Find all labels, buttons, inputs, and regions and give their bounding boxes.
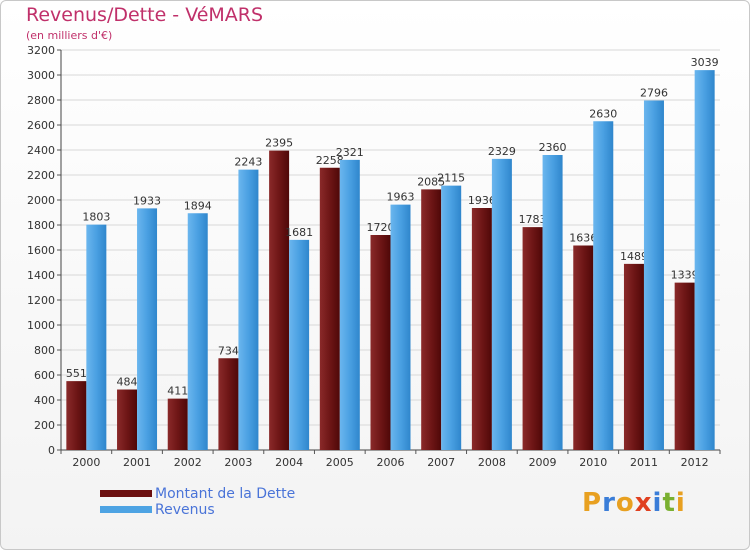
y-tick-label: 400 xyxy=(34,394,55,407)
data-label-revenue: 3039 xyxy=(691,56,719,69)
bar-revenue xyxy=(491,158,512,450)
bar-revenue xyxy=(643,100,664,450)
bar-debt xyxy=(117,389,138,450)
x-tick-label: 2009 xyxy=(529,456,557,469)
bar-revenue xyxy=(694,70,715,450)
bar-revenue xyxy=(238,169,259,450)
data-label-debt: 2258 xyxy=(316,154,344,167)
data-label-debt: 1936 xyxy=(468,194,496,207)
chart-title: Revenus/Dette - VéMARS xyxy=(26,4,264,26)
data-label-debt: 1783 xyxy=(519,213,547,226)
y-tick-label: 2200 xyxy=(27,169,55,182)
data-label-revenue: 2796 xyxy=(640,87,668,100)
data-label-debt: 551 xyxy=(66,367,87,380)
data-label-debt: 2085 xyxy=(417,175,445,188)
x-tick-label: 2007 xyxy=(427,456,455,469)
x-tick-label: 2001 xyxy=(123,456,151,469)
legend-label-revenue: Revenus xyxy=(155,502,215,518)
y-tick-label: 2600 xyxy=(27,119,55,132)
bar-debt xyxy=(370,235,391,450)
bar-debt xyxy=(421,189,442,450)
bar-revenue xyxy=(86,224,107,450)
logo-letter: P xyxy=(582,488,603,518)
y-tick-label: 200 xyxy=(34,419,55,432)
x-tick-label: 2000 xyxy=(72,456,100,469)
bar-debt xyxy=(167,398,188,450)
x-tick-label: 2005 xyxy=(326,456,354,469)
x-tick-label: 2008 xyxy=(478,456,506,469)
data-label-revenue: 2630 xyxy=(589,107,617,120)
data-label-revenue: 1894 xyxy=(184,199,212,212)
x-tick-label: 2003 xyxy=(224,456,252,469)
chart-subtitle: (en milliers d'€) xyxy=(26,29,113,42)
y-tick-label: 600 xyxy=(34,369,55,382)
logo-letter: r xyxy=(602,488,616,518)
x-tick-label: 2012 xyxy=(681,456,709,469)
logo-letter: i xyxy=(675,488,686,518)
logo-letter: o xyxy=(615,488,635,518)
data-label-debt: 2395 xyxy=(265,137,293,150)
data-label-revenue: 1933 xyxy=(133,194,161,207)
proxiti-logo: Proxiti xyxy=(582,488,686,518)
bar-debt xyxy=(218,358,239,450)
legend-label-debt: Montant de la Dette xyxy=(155,486,296,502)
data-label-debt: 411 xyxy=(167,385,188,398)
bar-revenue xyxy=(441,185,462,450)
data-label-debt: 1489 xyxy=(620,250,648,263)
bar-debt xyxy=(674,282,695,450)
y-tick-label: 2000 xyxy=(27,194,55,207)
y-tick-label: 1600 xyxy=(27,244,55,257)
data-label-revenue: 2115 xyxy=(437,172,465,185)
y-tick-label: 1200 xyxy=(27,294,55,307)
data-label-debt: 1339 xyxy=(671,269,699,282)
data-label-revenue: 1803 xyxy=(82,211,110,224)
bar-revenue xyxy=(339,159,360,450)
y-tick-label: 1800 xyxy=(27,219,55,232)
bar-revenue xyxy=(187,213,208,450)
y-tick-label: 0 xyxy=(48,444,55,457)
x-tick-label: 2011 xyxy=(630,456,658,469)
data-label-revenue: 1963 xyxy=(387,191,415,204)
data-label-debt: 1720 xyxy=(367,221,395,234)
bar-revenue xyxy=(137,208,158,450)
logo-letter: i xyxy=(652,488,663,518)
bar-debt xyxy=(623,263,644,450)
bar-revenue xyxy=(542,155,563,450)
legend-swatch-debt xyxy=(100,490,152,497)
bar-revenue xyxy=(390,204,411,450)
bar-revenue xyxy=(289,239,310,450)
data-label-debt: 734 xyxy=(218,344,239,357)
data-label-debt: 1636 xyxy=(569,232,597,245)
bar-revenue xyxy=(593,121,614,450)
logo-letter: x xyxy=(634,488,653,518)
bar-debt xyxy=(471,208,492,450)
y-tick-label: 3000 xyxy=(27,69,55,82)
data-label-debt: 484 xyxy=(117,376,138,389)
data-label-revenue: 2360 xyxy=(539,141,567,154)
bar-debt xyxy=(66,381,87,450)
bar-debt xyxy=(319,167,340,450)
bar-debt xyxy=(573,245,594,450)
y-tick-label: 3200 xyxy=(27,44,55,57)
logo-letter: t xyxy=(662,488,676,518)
data-label-revenue: 2329 xyxy=(488,145,516,158)
x-tick-label: 2002 xyxy=(174,456,202,469)
y-tick-label: 1400 xyxy=(27,269,55,282)
data-label-revenue: 2243 xyxy=(234,156,262,169)
x-tick-label: 2004 xyxy=(275,456,303,469)
y-tick-label: 2400 xyxy=(27,144,55,157)
data-label-revenue: 2321 xyxy=(336,146,364,159)
bar-debt xyxy=(522,227,543,450)
x-tick-label: 2010 xyxy=(579,456,607,469)
y-tick-label: 2800 xyxy=(27,94,55,107)
y-tick-label: 1000 xyxy=(27,319,55,332)
data-label-revenue: 1681 xyxy=(285,226,313,239)
x-tick-label: 2006 xyxy=(377,456,405,469)
bar-debt xyxy=(269,150,290,450)
y-tick-label: 800 xyxy=(34,344,55,357)
legend-swatch-revenue xyxy=(100,506,152,513)
